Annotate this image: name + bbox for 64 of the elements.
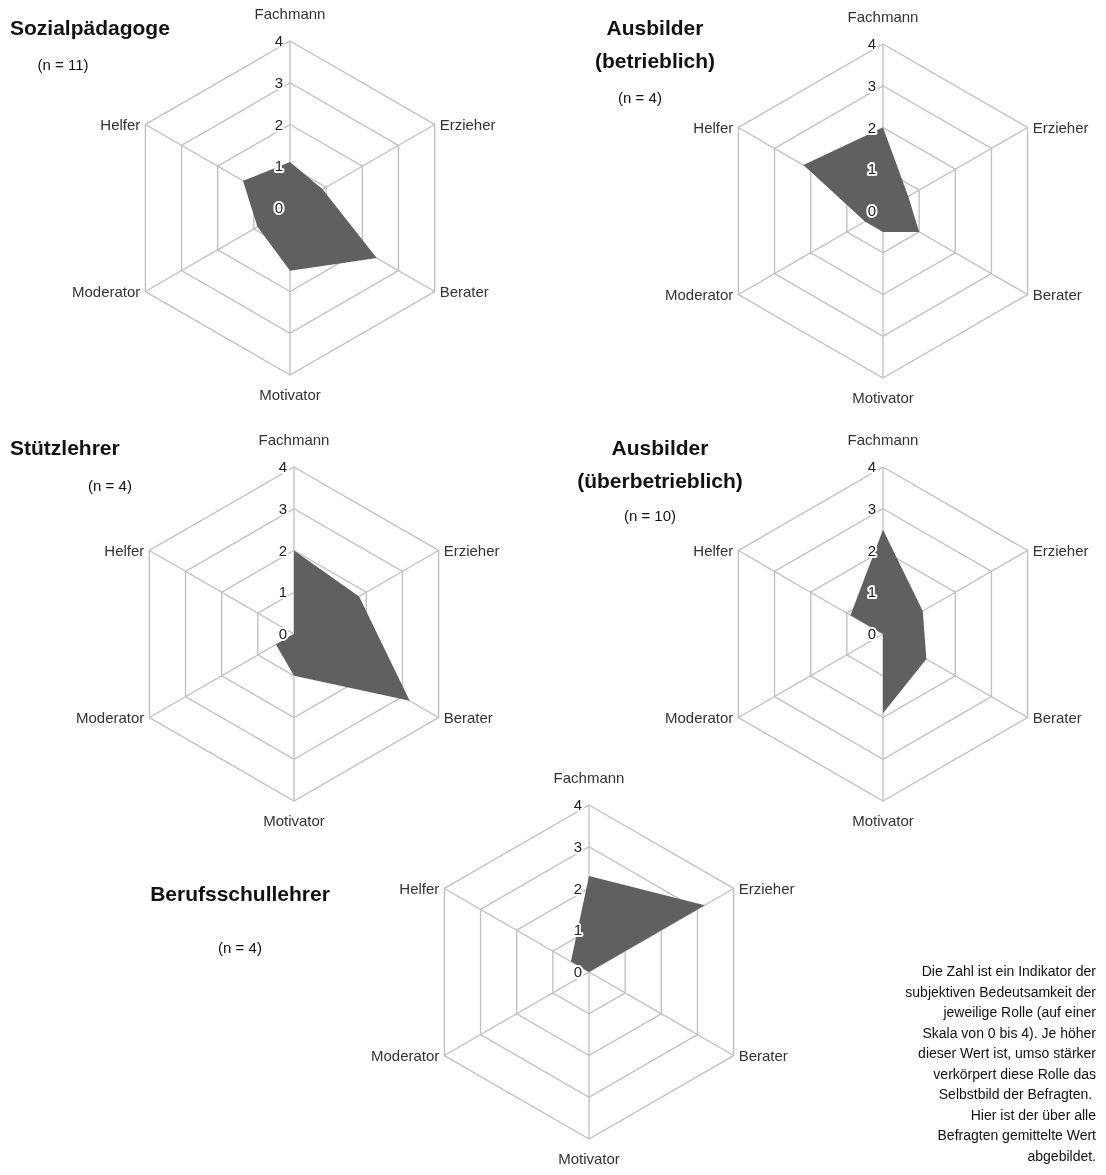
y-tick-label: 4 xyxy=(278,458,287,475)
text: (n = 4) xyxy=(618,89,662,106)
spoke-label: Fachmann xyxy=(254,5,326,22)
spoke-label: Fachmann xyxy=(553,769,625,786)
spoke-label: Fachmann xyxy=(847,431,919,448)
spoke-label: Motivator xyxy=(852,389,914,406)
y-tick-label: 0 xyxy=(274,199,283,216)
spoke-label: Motivator xyxy=(852,812,914,829)
text: Berufsschullehrer xyxy=(150,882,330,905)
chart-title: Sozialpädagoge xyxy=(10,16,170,39)
spoke-label: Moderator xyxy=(665,708,734,726)
text: (n = 4) xyxy=(88,477,132,494)
y-tick-label: 4 xyxy=(867,458,876,475)
y-tick-label: 4 xyxy=(867,35,876,52)
y-tick-label: 3 xyxy=(573,837,582,855)
spoke-label: Berater xyxy=(1032,285,1082,303)
spoke-label: Helfer xyxy=(693,541,734,559)
y-tick-label: 2 xyxy=(867,541,876,559)
text: Die Zahl ist ein Indikator der subjektiven Bedeutsamkeit der jeweilige Rolle (auf einer Skala von 0 bis 4). Je höher dieser Wert ist, umso stärker verkörpert diese Rolle das Selbstbild der Befragten. Hier ist der über alle Befragten gemittelte Wert abgebildet. xyxy=(905,963,1096,1164)
y-tick-label: 0 xyxy=(278,625,287,642)
y-tick-label: 1 xyxy=(867,160,876,178)
spoke-label: Moderator xyxy=(665,285,734,303)
y-tick-label: 0 xyxy=(573,963,582,980)
spoke-label: Erzieher xyxy=(1032,541,1089,559)
y-tick-label: 0 xyxy=(867,202,876,219)
y-tick-label: 1 xyxy=(278,583,287,601)
y-tick-label: 3 xyxy=(867,76,876,94)
y-tick-label: 4 xyxy=(274,32,283,49)
spoke-label: Erzieher xyxy=(1032,118,1089,136)
chart-title: Stützlehrer xyxy=(10,436,120,459)
spoke-label: Helfer xyxy=(104,541,145,559)
spoke-label: Berater xyxy=(738,1046,788,1064)
y-tick-label: 4 xyxy=(573,796,582,813)
text: Ausbilder (überbetrieblich) xyxy=(577,436,743,492)
text: (n = 11) xyxy=(37,56,89,73)
spoke-label: Berater xyxy=(439,282,489,300)
spoke-label: Motivator xyxy=(259,386,321,403)
y-tick-label: 2 xyxy=(274,115,283,133)
y-tick-label: 0 xyxy=(867,625,876,642)
spoke-label: Moderator xyxy=(76,708,145,726)
y-tick-label: 3 xyxy=(274,73,283,91)
spoke-label: Erzieher xyxy=(439,115,496,133)
y-tick-label: 2 xyxy=(867,118,876,136)
y-tick-label: 2 xyxy=(278,541,287,559)
text: (n = 10) xyxy=(623,507,677,524)
spoke-label: Helfer xyxy=(100,115,141,133)
spoke-label: Fachmann xyxy=(258,431,330,448)
text: Ausbilder (betrieblich) xyxy=(594,16,716,72)
spoke-label: Motivator xyxy=(263,812,325,829)
spoke-label: Berater xyxy=(1032,708,1082,726)
spoke-label: Helfer xyxy=(399,879,440,897)
spoke-label: Moderator xyxy=(371,1046,440,1064)
y-tick-label: 3 xyxy=(278,499,287,517)
y-tick-label: 2 xyxy=(573,879,582,897)
y-tick-label: 3 xyxy=(867,499,876,517)
spoke-label: Motivator xyxy=(558,1150,620,1167)
spoke-label: Berater xyxy=(443,708,493,726)
spoke-label: Fachmann xyxy=(847,8,919,25)
spoke-label: Erzieher xyxy=(738,879,795,897)
spoke-label: Erzieher xyxy=(443,541,500,559)
y-tick-label: 1 xyxy=(867,583,876,601)
text: (n = 4) xyxy=(218,939,262,956)
spoke-label: Moderator xyxy=(72,282,141,300)
spoke-label: Helfer xyxy=(693,118,734,136)
